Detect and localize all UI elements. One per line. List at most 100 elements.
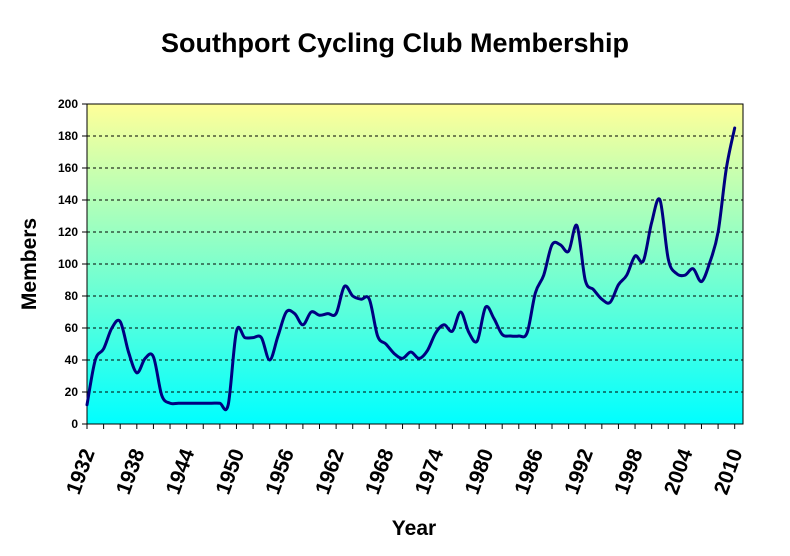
data-point [451,330,453,332]
data-point [509,335,512,337]
data-point [144,357,146,359]
data-point [368,298,370,300]
data-point [401,357,404,359]
data-point [161,394,163,396]
data-point [642,260,644,262]
y-tick-label: 100 [58,257,78,271]
x-tick-label: 1932 [62,446,100,498]
data-point [700,281,703,283]
y-tick-label: 200 [58,97,78,111]
data-point [568,250,570,252]
data-point [592,289,595,291]
y-tick-labels: 0 20 40 60 80 100 120 140 160 180 200 [58,97,87,431]
data-point [152,356,155,358]
data-point [127,351,130,353]
y-tick-label: 120 [58,225,78,239]
data-point [194,402,196,404]
y-tick-label: 20 [65,385,79,399]
data-point [543,274,545,276]
x-tick-label: 1986 [511,446,549,498]
y-tick-label: 140 [58,193,78,207]
data-point [186,402,188,404]
data-point [692,268,694,270]
data-point [501,333,503,335]
data-point [460,311,462,313]
data-point [717,231,719,233]
data-point [269,359,271,361]
data-point [675,273,678,275]
data-point [227,404,229,406]
data-point [484,306,487,308]
data-point [734,127,736,129]
data-point [219,402,221,404]
x-tick-label: 1962 [311,446,349,498]
data-point [235,330,238,332]
y-tick-label: 160 [58,161,78,175]
data-point [111,327,113,329]
data-point [709,261,711,263]
data-point [493,317,495,319]
data-point [210,402,213,404]
data-point [667,258,669,260]
data-point [327,313,329,315]
data-point [609,301,611,303]
data-point [260,337,262,339]
data-point [393,353,395,355]
data-point [103,348,105,350]
x-tick-label: 1974 [411,446,449,498]
x-tick-label: 1938 [112,446,150,498]
data-point [559,244,561,246]
data-point [526,332,528,334]
data-point [169,402,171,404]
x-tick-label: 1980 [461,446,499,498]
x-tick-label: 2004 [660,446,698,498]
data-point [86,404,88,406]
data-point [659,199,661,201]
data-point [518,335,520,337]
data-point [435,332,437,334]
data-point [360,298,362,300]
data-point [617,284,620,286]
data-point [343,285,346,287]
data-point [352,295,354,297]
data-point [377,335,379,337]
data-point [335,313,337,315]
x-tick-label: 2010 [710,446,748,498]
data-point [651,221,653,223]
data-point [310,311,312,313]
data-point [476,340,478,342]
series-layer [85,126,737,412]
data-point [443,324,445,326]
data-point [684,274,686,276]
data-point [119,321,121,323]
chart-title: Southport Cycling Club Membership [160,28,629,58]
data-point [285,311,287,313]
x-tick-labels: 1932 1938 1944 1950 1956 1962 1968 1974 1980 1986… [62,424,747,498]
y-tick-label: 60 [65,321,79,335]
data-point [551,244,553,246]
y-tick-label: 180 [58,129,78,143]
data-point [534,292,537,294]
data-point [385,343,387,345]
data-point [418,357,420,359]
data-point [94,359,96,361]
data-point [410,351,412,353]
data-point [634,255,636,257]
data-point [468,332,470,334]
data-point [426,349,429,351]
x-tick-label: 1968 [361,446,399,498]
x-tick-label: 1950 [212,446,250,498]
data-point [202,402,204,404]
y-tick-label: 80 [65,289,79,303]
y-tick-label: 40 [65,353,79,367]
data-point [318,314,321,316]
data-point [252,337,254,339]
data-point [293,313,296,315]
data-point [584,279,586,281]
data-point [277,335,279,337]
x-tick-label: 1956 [261,446,299,498]
x-tick-label: 1998 [610,446,648,498]
data-point [302,324,304,326]
gridlines [87,135,743,393]
